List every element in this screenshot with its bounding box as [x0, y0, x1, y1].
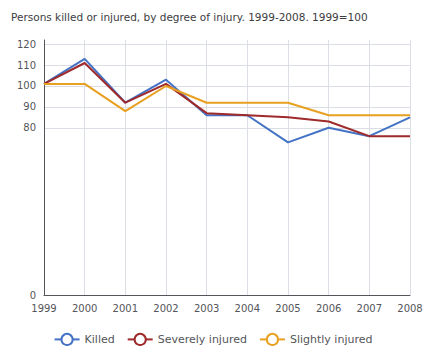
svg-text:120: 120	[17, 39, 36, 50]
svg-text:2002: 2002	[153, 303, 178, 314]
svg-text:Killed: Killed	[85, 333, 115, 346]
svg-text:80: 80	[23, 122, 36, 133]
svg-text:2007: 2007	[357, 303, 382, 314]
svg-text:Slightly injured: Slightly injured	[290, 333, 373, 346]
svg-text:90: 90	[23, 101, 36, 112]
svg-text:Persons killed or injured, by: Persons killed or injured, by degree of …	[11, 11, 368, 23]
svg-text:100: 100	[17, 80, 36, 91]
svg-text:Severely injured: Severely injured	[158, 333, 247, 346]
svg-text:0: 0	[30, 290, 36, 301]
svg-text:2001: 2001	[113, 303, 138, 314]
svg-text:2000: 2000	[72, 303, 97, 314]
svg-text:2008: 2008	[397, 303, 422, 314]
svg-text:2004: 2004	[235, 303, 260, 314]
svg-text:2006: 2006	[316, 303, 341, 314]
svg-text:1999: 1999	[31, 303, 56, 314]
svg-text:2005: 2005	[275, 303, 300, 314]
svg-text:110: 110	[17, 60, 36, 71]
svg-text:2003: 2003	[194, 303, 219, 314]
